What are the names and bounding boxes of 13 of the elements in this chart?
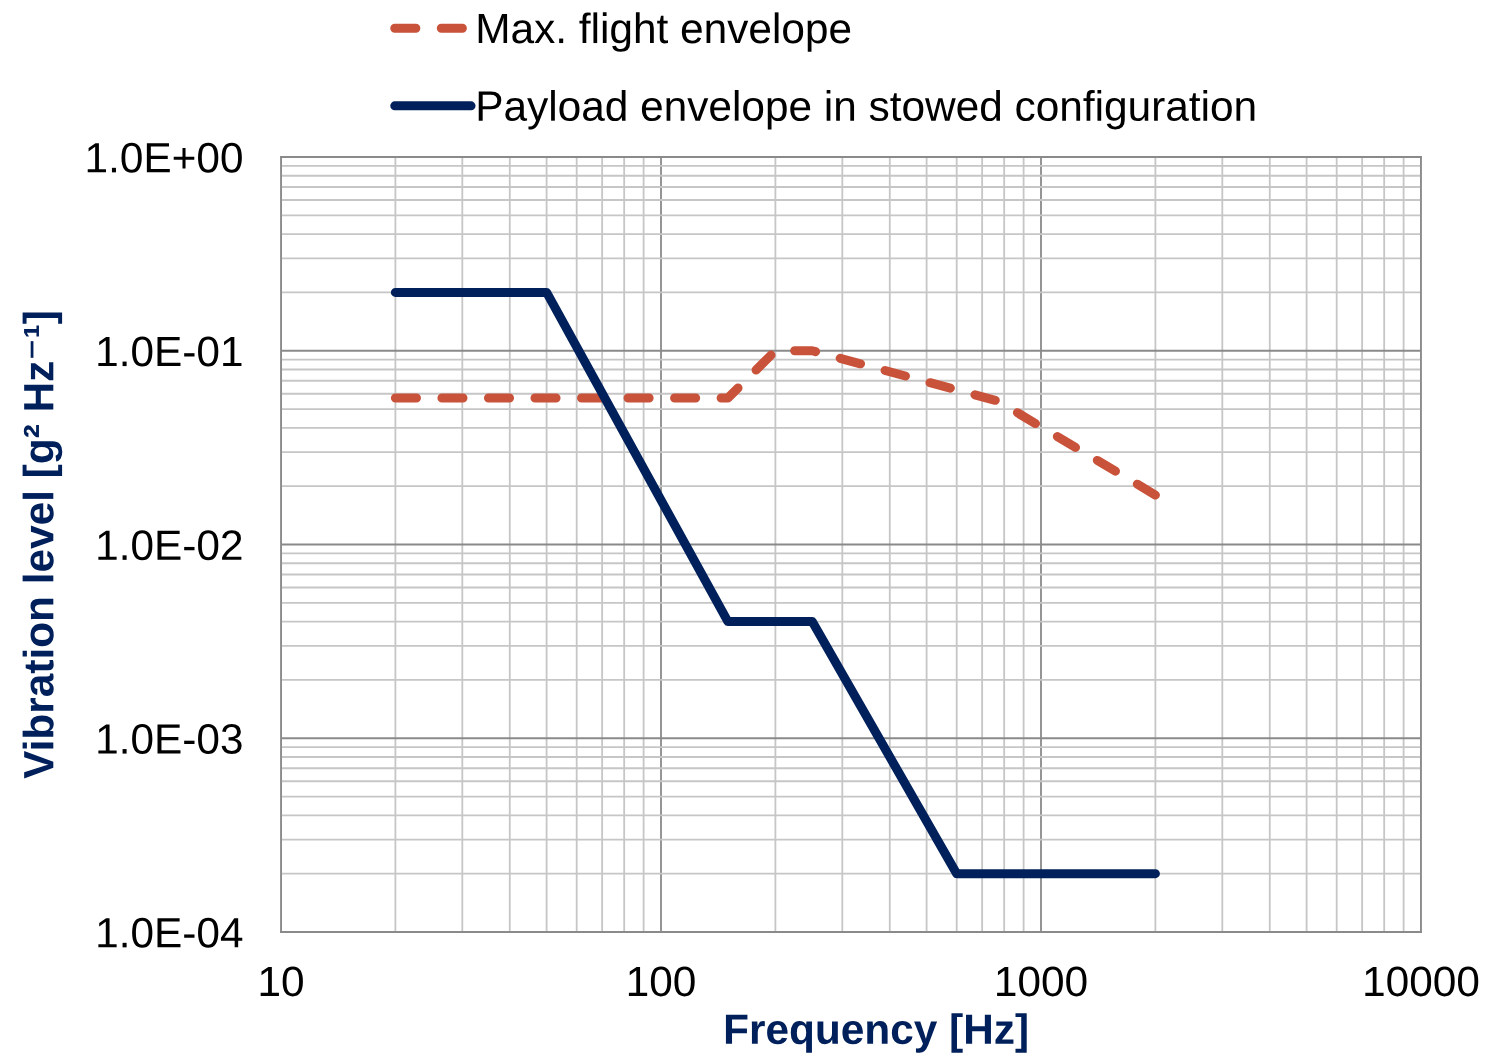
x-tick-label: 10 [260, 966, 303, 997]
y-tick-label: 1.0E-02 [98, 530, 242, 561]
legend-label: Max. flight envelope [478, 12, 851, 52]
y-tick-label: 1.0E-03 [98, 724, 242, 755]
legend-label: Payload envelope in stowed configuration [478, 89, 1255, 130]
y-axis-title: Vibration level [g² Hz⁻¹] [22, 312, 63, 779]
y-tick-label: 1.0E+00 [87, 142, 242, 173]
x-tick-label: 1000 [997, 966, 1087, 997]
y-tick-label: 1.0E-04 [98, 917, 243, 948]
y-tick-label: 1.0E-01 [98, 336, 242, 367]
x-tick-label: 100 [628, 966, 695, 997]
x-axis-title: Frequency [Hz] [725, 1013, 1027, 1053]
x-tick-label: 10000 [1365, 966, 1479, 997]
